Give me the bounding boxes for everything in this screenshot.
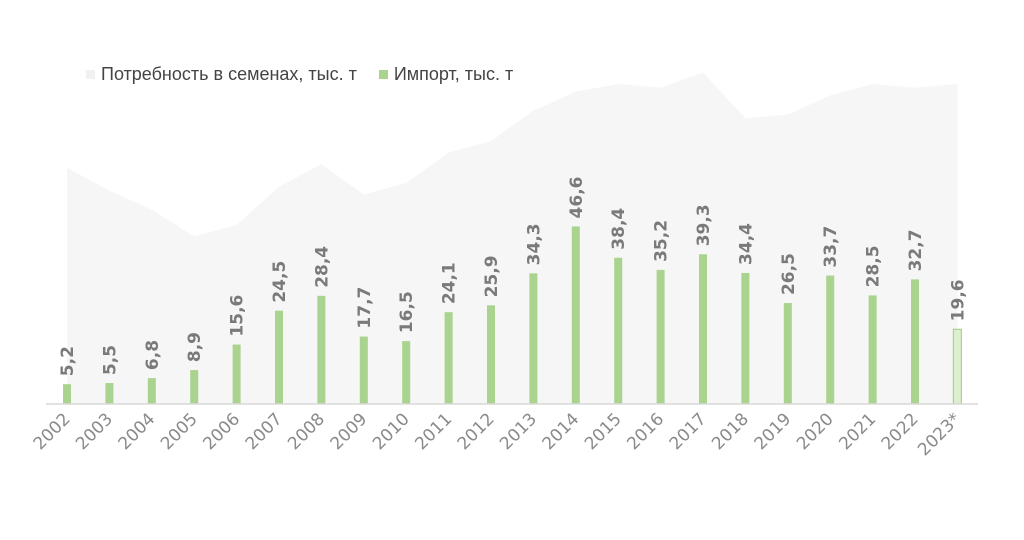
value-label-2014: 46,6	[567, 177, 587, 219]
bar-2014	[571, 226, 580, 404]
bar-2011	[444, 312, 453, 404]
bar-2020	[826, 275, 835, 404]
value-label-2013: 34,3	[524, 223, 544, 265]
legend-label-demand: Потребность в семенах, тыс. т	[101, 64, 357, 84]
value-label-2010: 16,5	[397, 291, 417, 333]
legend-item-import: Импорт, тыс. т	[378, 64, 514, 85]
bar-2006	[232, 344, 241, 404]
bar-2023-est	[952, 328, 963, 405]
value-label-2007: 24,5	[270, 261, 290, 303]
legend-item-demand: Потребность в семенах, тыс. т	[86, 64, 357, 85]
x-tick-labels-layer: 2002200320042005200620072008200920102011…	[30, 409, 965, 460]
value-labels-layer: 5,2 5,5 6,8 8,9 15,6 24,5 28,4 17,7 16,5 24,1 25,9…	[58, 177, 968, 377]
value-label-2023-est: 19,6	[948, 279, 968, 321]
value-label-2018: 34,4	[736, 223, 756, 265]
legend-swatch-demand	[86, 70, 95, 79]
bar-2019	[783, 303, 792, 404]
x-tick-2006: 2006	[199, 409, 244, 454]
x-tick-2010: 2010	[369, 409, 414, 454]
value-label-2003: 5,5	[100, 345, 120, 375]
value-label-2008: 28,4	[312, 246, 332, 288]
value-label-2022: 32,7	[906, 229, 926, 271]
value-label-2015: 38,4	[609, 208, 629, 250]
value-label-2011: 24,1	[440, 262, 460, 304]
legend-swatch-import	[378, 70, 388, 79]
x-tick-2019: 2019	[751, 409, 796, 454]
bar-2015	[614, 257, 623, 404]
bar-2002	[63, 384, 71, 404]
bar-2016	[656, 269, 665, 404]
x-tick-2011: 2011	[411, 409, 456, 454]
bars-layer	[63, 226, 963, 405]
value-label-2009: 17,7	[355, 287, 375, 329]
value-label-2019: 26,5	[779, 253, 799, 295]
x-tick-2017: 2017	[666, 409, 711, 454]
x-tick-2014: 2014	[539, 409, 584, 454]
x-tick-2020: 2020	[793, 409, 838, 454]
x-tick-2007: 2007	[242, 409, 287, 454]
value-label-2012: 25,9	[482, 255, 502, 297]
x-tick-2021: 2021	[835, 409, 880, 454]
chart-legend: Потребность в семенах, тыс. т Импорт, ты…	[86, 64, 535, 85]
bar-2008	[317, 295, 326, 404]
value-label-2004: 6,8	[143, 340, 163, 370]
bar-2018	[741, 272, 750, 404]
value-label-2016: 35,2	[652, 220, 672, 262]
x-tick-2008: 2008	[284, 409, 329, 454]
demand-area	[67, 72, 958, 404]
value-label-2002: 5,2	[58, 346, 78, 376]
bar-2013	[529, 273, 538, 404]
bar-2007	[275, 310, 283, 404]
x-tick-2004: 2004	[115, 409, 160, 454]
x-tick-2018: 2018	[708, 409, 753, 454]
bar-2010	[402, 341, 411, 404]
bar-2009	[359, 336, 368, 404]
demand-area-layer	[67, 72, 958, 404]
value-label-2017: 39,3	[694, 204, 714, 246]
bar-2017	[699, 254, 707, 404]
bar-2012	[487, 305, 495, 404]
value-label-2005: 8,9	[185, 332, 205, 362]
x-tick-2003: 2003	[72, 409, 117, 454]
bar-2021	[868, 295, 877, 404]
x-tick-2009: 2009	[327, 409, 372, 454]
legend-label-import: Импорт, тыс. т	[393, 64, 514, 84]
bar-2022	[911, 279, 919, 404]
bar-2005	[190, 370, 199, 404]
bar-2004	[147, 378, 156, 404]
value-label-2021: 28,5	[864, 245, 884, 287]
bar-2003	[105, 383, 114, 404]
x-tick-2013: 2013	[496, 409, 541, 454]
x-tick-2012: 2012	[454, 409, 499, 454]
x-tick-2015: 2015	[581, 409, 626, 454]
value-label-2020: 33,7	[821, 226, 841, 268]
x-tick-2005: 2005	[157, 409, 202, 454]
x-tick-2023-est: 2023*	[914, 409, 965, 460]
value-label-2006: 15,6	[228, 295, 248, 337]
x-tick-2016: 2016	[623, 409, 668, 454]
x-tick-2002: 2002	[30, 409, 75, 454]
